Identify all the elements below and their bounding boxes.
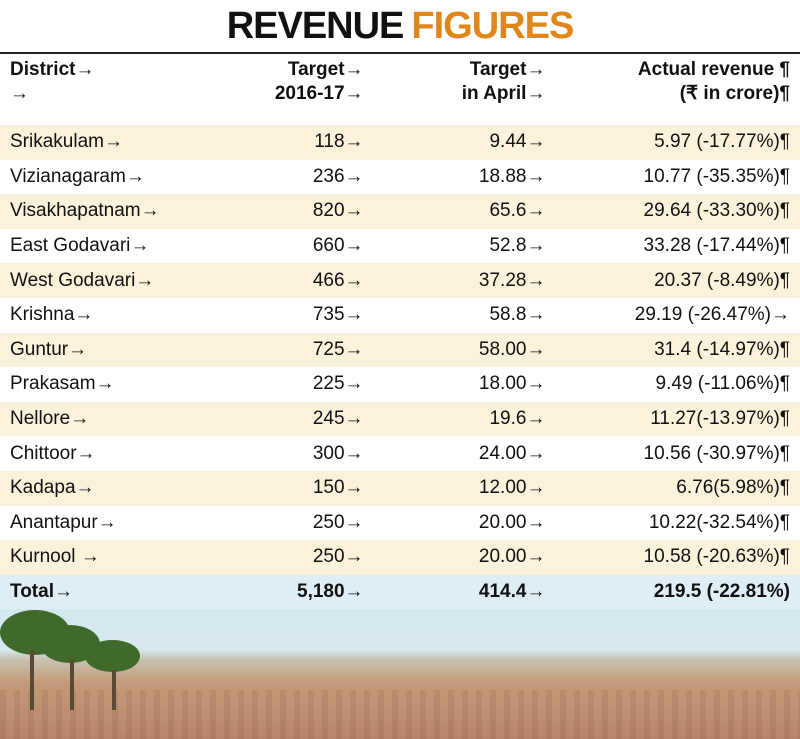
- april-target-cell: 19.6→: [373, 401, 556, 437]
- april-target-cell: 52.8→: [373, 228, 556, 264]
- district-cell: Nellore→: [0, 401, 240, 437]
- title-divider: [0, 52, 800, 54]
- table-row: Krishna→ 735→ 58.8→ 29.19 (-26.47%)→: [0, 297, 800, 333]
- table-row: Guntur→ 725→ 58.00→ 31.4 (-14.97%)¶: [0, 332, 800, 368]
- district-cell: Visakhapatnam→: [0, 194, 240, 229]
- district-cell: East Godavari→: [0, 228, 240, 264]
- target-cell: 466→: [239, 263, 374, 298]
- actual-revenue-cell: 29.19 (-26.47%)→: [555, 297, 800, 333]
- total-april-target: 414.4→: [373, 574, 556, 610]
- district-cell: Kadapa→: [0, 470, 240, 506]
- actual-revenue-cell: 11.27(-13.97%)¶: [555, 401, 800, 437]
- revenue-table: District→ → Target→ 2016-17→ Target→ in Apr…: [0, 54, 800, 610]
- header-actual-line1: Actual revenue ¶: [637, 59, 790, 80]
- page-title: REVENUE FIGURES: [0, 0, 800, 52]
- table-row: Visakhapatnam→ 820→ 65.6→ 29.64 (-33.30%)¶: [0, 194, 800, 229]
- april-target-cell: 9.44→: [373, 125, 556, 160]
- april-target-cell: 18.88→: [373, 159, 556, 195]
- field-texture: [0, 690, 800, 739]
- april-target-cell: 37.28→: [373, 263, 556, 298]
- target-cell: 725→: [239, 332, 374, 368]
- target-cell: 118→: [239, 125, 374, 160]
- total-target: 5,180→: [239, 574, 374, 610]
- actual-revenue-cell: 20.37 (-8.49%)¶: [555, 263, 800, 298]
- april-target-cell: 58.00→: [373, 332, 556, 368]
- actual-revenue-cell: 10.77 (-35.35%)¶: [555, 159, 800, 195]
- actual-revenue-cell: 10.22(-32.54%)¶: [555, 505, 800, 541]
- header-district-line2: →: [10, 83, 29, 104]
- title-part-1: REVENUE: [226, 5, 405, 47]
- district-cell: Vizianagaram→: [0, 159, 240, 195]
- target-cell: 820→: [239, 194, 374, 229]
- district-cell: Anantapur→: [0, 505, 240, 541]
- header-district: District→ →: [0, 54, 240, 125]
- table-row: Nellore→ 245→ 19.6→ 11.27(-13.97%)¶: [0, 401, 800, 437]
- actual-revenue-cell: 9.49 (-11.06%)¶: [555, 367, 800, 402]
- april-target-cell: 20.00→: [373, 505, 556, 541]
- table-row: Srikakulam→ 118→ 9.44→ 5.97 (-17.77%)¶: [0, 125, 800, 160]
- actual-revenue-cell: 10.56 (-30.97%)¶: [555, 436, 800, 471]
- district-cell: Krishna→: [0, 297, 240, 333]
- table-row: Chittoor→ 300→ 24.00→ 10.56 (-30.97%)¶: [0, 436, 800, 471]
- header-target-line2: 2016-17→: [274, 83, 364, 104]
- total-label: Total→: [0, 574, 240, 610]
- district-cell: Chittoor→: [0, 436, 240, 471]
- target-cell: 250→: [239, 540, 374, 575]
- table-row: Kurnool → 250→ 20.00→ 10.58 (-20.63%)¶: [0, 540, 800, 575]
- actual-revenue-cell: 6.76(5.98%)¶: [555, 470, 800, 506]
- target-cell: 245→: [239, 401, 374, 437]
- header-target-line1: Target→: [287, 59, 364, 80]
- actual-revenue-cell: 31.4 (-14.97%)¶: [555, 332, 800, 368]
- table-row: Anantapur→ 250→ 20.00→ 10.22(-32.54%)¶: [0, 505, 800, 541]
- april-target-cell: 58.8→: [373, 297, 556, 333]
- target-cell: 300→: [239, 436, 374, 471]
- target-cell: 735→: [239, 297, 374, 333]
- header-district-line1: District→: [10, 59, 95, 80]
- april-target-cell: 65.6→: [373, 194, 556, 229]
- table-row: Kadapa→ 150→ 12.00→ 6.76(5.98%)¶: [0, 470, 800, 506]
- target-cell: 150→: [239, 470, 374, 506]
- total-actual-revenue: 219.5 (-22.81%): [555, 574, 800, 610]
- target-cell: 225→: [239, 367, 374, 402]
- target-cell: 660→: [239, 228, 374, 264]
- april-target-cell: 24.00→: [373, 436, 556, 471]
- april-target-cell: 12.00→: [373, 470, 556, 506]
- table-row: West Godavari→ 466→ 37.28→ 20.37 (-8.49%)¶: [0, 263, 800, 298]
- target-cell: 250→: [239, 505, 374, 541]
- district-cell: Guntur→: [0, 332, 240, 368]
- district-cell: Srikakulam→: [0, 125, 240, 160]
- table-row: East Godavari→ 660→ 52.8→ 33.28 (-17.44%)¶: [0, 228, 800, 264]
- table-row: Prakasam→ 225→ 18.00→ 9.49 (-11.06%)¶: [0, 367, 800, 402]
- header-april-line1: Target→: [469, 59, 546, 80]
- target-cell: 236→: [239, 159, 374, 195]
- table-row: Vizianagaram→ 236→ 18.88→ 10.77 (-35.35%)¶: [0, 159, 800, 195]
- header-target-april: Target→ in April→: [373, 54, 556, 125]
- total-row: Total→ 5,180→ 414.4→ 219.5 (-22.81%): [0, 574, 800, 610]
- actual-revenue-cell: 10.58 (-20.63%)¶: [555, 540, 800, 575]
- district-cell: Prakasam→: [0, 367, 240, 402]
- header-actual-line2: (₹ in crore)¶: [679, 83, 790, 104]
- april-target-cell: 20.00→: [373, 540, 556, 575]
- actual-revenue-cell: 5.97 (-17.77%)¶: [555, 125, 800, 160]
- district-cell: West Godavari→: [0, 263, 240, 298]
- actual-revenue-cell: 29.64 (-33.30%)¶: [555, 194, 800, 229]
- header-actual-revenue: Actual revenue ¶ (₹ in crore)¶: [555, 54, 800, 125]
- april-target-cell: 18.00→: [373, 367, 556, 402]
- header-row: District→ → Target→ 2016-17→ Target→ in Apr…: [0, 54, 800, 125]
- district-cell: Kurnool →: [0, 540, 240, 575]
- trees-illustration: [0, 600, 150, 720]
- header-target: Target→ 2016-17→: [239, 54, 374, 125]
- title-part-2: FIGURES: [411, 5, 574, 47]
- header-april-line2: in April→: [461, 83, 546, 104]
- actual-revenue-cell: 33.28 (-17.44%)¶: [555, 228, 800, 264]
